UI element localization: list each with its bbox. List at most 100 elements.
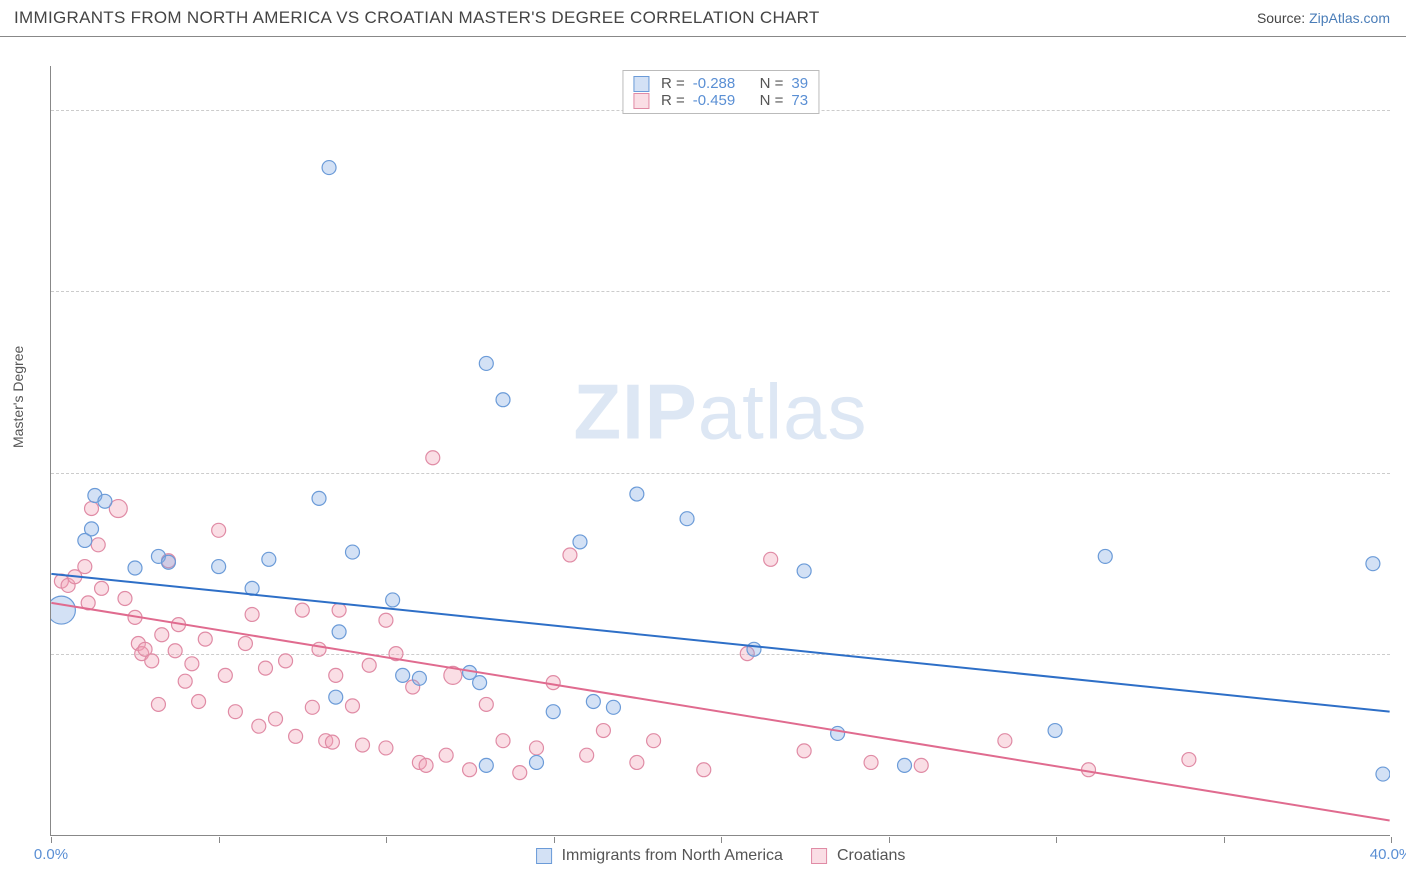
data-point bbox=[91, 538, 105, 552]
data-point bbox=[1366, 557, 1380, 571]
data-point bbox=[479, 697, 493, 711]
data-point bbox=[85, 502, 99, 516]
n-label: N = bbox=[760, 92, 784, 109]
data-point bbox=[332, 625, 346, 639]
r-label: R = bbox=[661, 75, 685, 92]
data-point bbox=[362, 658, 376, 672]
r-value-2: -0.459 bbox=[693, 92, 736, 109]
data-point bbox=[332, 603, 346, 617]
legend-label-2: Croatians bbox=[837, 847, 905, 865]
x-tick bbox=[386, 837, 387, 843]
data-point bbox=[747, 642, 761, 656]
r-value-1: -0.288 bbox=[693, 75, 736, 92]
data-point bbox=[295, 603, 309, 617]
data-point bbox=[259, 661, 273, 675]
data-point bbox=[262, 552, 276, 566]
y-tick-label: 50.0% bbox=[1395, 101, 1406, 118]
chart-header: IMMIGRANTS FROM NORTH AMERICA VS CROATIA… bbox=[0, 0, 1406, 37]
x-tick bbox=[219, 837, 220, 843]
data-point bbox=[198, 632, 212, 646]
plot-region: R = -0.288 N = 39 R = -0.459 N = 73 ZIPa… bbox=[50, 66, 1390, 836]
legend-label-1: Immigrants from North America bbox=[562, 847, 783, 865]
data-point bbox=[439, 748, 453, 762]
data-point bbox=[379, 613, 393, 627]
data-point bbox=[586, 695, 600, 709]
data-point bbox=[128, 561, 142, 575]
source-link[interactable]: ZipAtlas.com bbox=[1309, 10, 1390, 26]
x-tick bbox=[51, 837, 52, 843]
data-point bbox=[95, 581, 109, 595]
data-point bbox=[289, 729, 303, 743]
data-point bbox=[212, 560, 226, 574]
data-point bbox=[151, 697, 165, 711]
data-point bbox=[238, 636, 252, 650]
data-point bbox=[680, 512, 694, 526]
swatch-series-1 bbox=[633, 76, 649, 92]
x-tick bbox=[554, 837, 555, 843]
x-tick bbox=[1391, 837, 1392, 843]
data-point bbox=[426, 451, 440, 465]
r-label: R = bbox=[661, 92, 685, 109]
data-point bbox=[563, 548, 577, 562]
data-point bbox=[630, 487, 644, 501]
legend-item-series-1: Immigrants from North America bbox=[536, 847, 783, 865]
data-point bbox=[496, 393, 510, 407]
data-point bbox=[513, 766, 527, 780]
y-tick-label: 12.5% bbox=[1395, 646, 1406, 663]
y-tick-label: 37.5% bbox=[1395, 283, 1406, 300]
data-point bbox=[898, 758, 912, 772]
data-point bbox=[345, 699, 359, 713]
data-point bbox=[596, 724, 610, 738]
trend-line bbox=[51, 603, 1389, 821]
legend-item-series-2: Croatians bbox=[811, 847, 905, 865]
data-point bbox=[473, 676, 487, 690]
correlation-legend: R = -0.288 N = 39 R = -0.459 N = 73 bbox=[622, 70, 819, 114]
legend-row-series-2: R = -0.459 N = 73 bbox=[633, 92, 808, 109]
swatch-series-1 bbox=[536, 848, 552, 864]
source-label: Source: bbox=[1257, 10, 1309, 26]
data-point bbox=[312, 491, 326, 505]
data-point bbox=[419, 758, 433, 772]
data-point bbox=[764, 552, 778, 566]
data-point bbox=[85, 522, 99, 536]
data-point bbox=[546, 676, 560, 690]
data-point bbox=[212, 523, 226, 537]
legend-row-series-1: R = -0.288 N = 39 bbox=[633, 75, 808, 92]
data-point bbox=[78, 560, 92, 574]
data-point bbox=[998, 734, 1012, 748]
data-point bbox=[396, 668, 410, 682]
data-point bbox=[630, 755, 644, 769]
series-legend: Immigrants from North America Croatians bbox=[536, 847, 906, 865]
scatter-svg bbox=[51, 66, 1390, 835]
data-point bbox=[228, 705, 242, 719]
data-point bbox=[269, 712, 283, 726]
data-point bbox=[496, 734, 510, 748]
data-point bbox=[529, 755, 543, 769]
x-tick bbox=[889, 837, 890, 843]
data-point bbox=[185, 657, 199, 671]
data-point bbox=[356, 738, 370, 752]
data-point bbox=[580, 748, 594, 762]
chart-title: IMMIGRANTS FROM NORTH AMERICA VS CROATIA… bbox=[14, 8, 820, 28]
data-point bbox=[118, 592, 132, 606]
data-point bbox=[379, 741, 393, 755]
data-point bbox=[279, 654, 293, 668]
data-point bbox=[412, 671, 426, 685]
data-point bbox=[831, 726, 845, 740]
data-point bbox=[98, 494, 112, 508]
data-point bbox=[155, 628, 169, 642]
data-point bbox=[647, 734, 661, 748]
x-tick bbox=[1224, 837, 1225, 843]
x-tick-label: 0.0% bbox=[34, 846, 68, 863]
data-point bbox=[463, 763, 477, 777]
data-point bbox=[145, 654, 159, 668]
data-point bbox=[252, 719, 266, 733]
data-point bbox=[697, 763, 711, 777]
data-point bbox=[312, 642, 326, 656]
data-point bbox=[51, 596, 75, 624]
swatch-series-2 bbox=[811, 848, 827, 864]
data-point bbox=[245, 607, 259, 621]
y-axis-label: Master's Degree bbox=[10, 346, 26, 448]
data-point bbox=[329, 690, 343, 704]
data-point bbox=[1376, 767, 1390, 781]
